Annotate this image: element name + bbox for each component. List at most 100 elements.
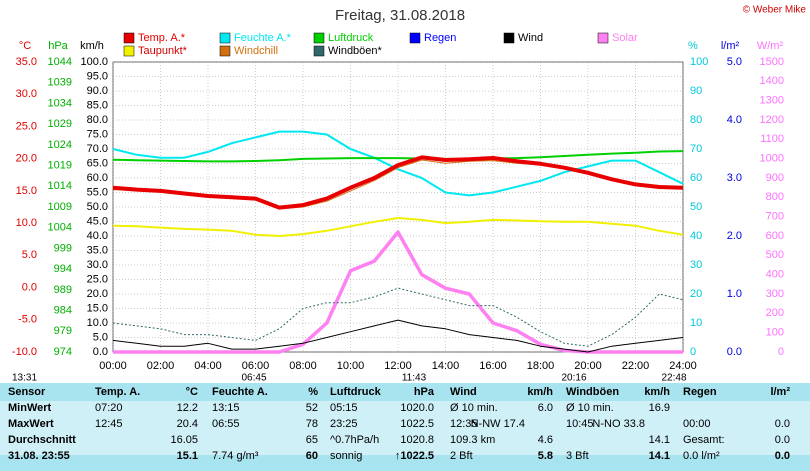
y-tick-label: 25.0 <box>16 120 37 132</box>
table-header: km/h <box>644 386 670 398</box>
y-tick-label: 35.0 <box>87 244 108 256</box>
table-cell: 16.9 <box>649 402 670 414</box>
y-tick-label: 85.0 <box>87 99 108 111</box>
legend-label: Temp. A.* <box>138 32 186 44</box>
y-tick-label: 90.0 <box>87 85 108 97</box>
table-header: Temp. A. <box>95 386 140 398</box>
legend-label: Feuchte A.* <box>234 32 292 44</box>
y-tick-label: 10 <box>690 317 702 329</box>
y-tick-label: 999 <box>54 242 72 254</box>
table-cell: 1022.5 <box>400 418 434 430</box>
legend-swatch <box>597 32 609 44</box>
table-header: Luftdruck <box>330 386 382 398</box>
y-tick-label: 20.0 <box>87 288 108 300</box>
y-tick-label: 3.0 <box>727 172 742 184</box>
series-line <box>113 230 683 354</box>
y-tick-label: 1039 <box>48 77 72 89</box>
y-tick-label: 15.0 <box>16 185 37 197</box>
y-tick-label: 1029 <box>48 118 72 130</box>
legend-label: Luftdruck <box>328 32 374 44</box>
y-tick-label: 55.0 <box>87 186 108 198</box>
legend-label: Windchill <box>234 45 278 57</box>
y-tick-label: 200 <box>766 307 784 319</box>
table-cell: 14.1 <box>649 434 670 446</box>
y-tick-label: 10.0 <box>16 217 37 229</box>
row-label: MinWert <box>8 402 52 414</box>
table-cell: ↑1022.5 <box>395 450 434 462</box>
table-cell: 0.0 <box>775 418 790 430</box>
table-header: Sensor <box>8 386 46 398</box>
y-tick-label: 800 <box>766 191 784 203</box>
y-tick-label: 700 <box>766 211 784 223</box>
table-cell: 52 <box>306 402 318 414</box>
table-header: Wind <box>450 386 477 398</box>
table-cell: 2 Bft <box>450 450 473 462</box>
table-header: % <box>308 386 318 398</box>
y-tick-label: 1019 <box>48 159 72 171</box>
table-cell: N-NW 17.4 <box>471 418 525 430</box>
y-tick-label: 5.0 <box>22 249 37 261</box>
y-tick-label: 70.0 <box>87 143 108 155</box>
x-tick-label: 08:00 <box>289 360 317 372</box>
y-tick-label: 400 <box>766 269 784 281</box>
series-line <box>112 150 684 163</box>
y-tick-label: 45.0 <box>87 215 108 227</box>
y-tick-label: 35.0 <box>16 56 37 68</box>
table-cell: 00:00 <box>683 418 711 430</box>
y-tick-label: 4.0 <box>727 114 742 126</box>
table-header: °C <box>186 386 198 398</box>
table-cell: 20.4 <box>177 418 198 430</box>
y-tick-label: 1400 <box>760 75 784 87</box>
table-cell: ^0.7hPa/h <box>330 434 379 446</box>
y-tick-label: 1024 <box>48 139 72 151</box>
y-tick-label: 20.0 <box>16 153 37 165</box>
table-cell: 23:25 <box>330 418 358 430</box>
table-header: hPa <box>414 386 435 398</box>
time-marker: 13:31 <box>12 373 37 384</box>
axis-label: °C <box>19 40 31 52</box>
time-marker: 11:43 <box>402 373 427 384</box>
y-tick-label: 50.0 <box>87 201 108 213</box>
y-tick-label: 0.0 <box>22 281 37 293</box>
series-line <box>112 287 684 347</box>
y-tick-label: 989 <box>54 284 72 296</box>
y-tick-label: 1200 <box>760 114 784 126</box>
table-cell: 60 <box>306 450 318 462</box>
time-marker: 20:16 <box>561 373 586 384</box>
y-tick-label: 30.0 <box>16 88 37 100</box>
row-label: 31.08. 23:55 <box>8 450 70 462</box>
table-cell: N-NO 33.8 <box>592 418 645 430</box>
table-cell: 15.1 <box>177 450 198 462</box>
series-line <box>112 217 684 237</box>
y-tick-label: 500 <box>766 249 784 261</box>
legend-label: Windböen* <box>328 45 383 57</box>
x-tick-label: 24:00 <box>669 360 697 372</box>
x-tick-label: 22:00 <box>622 360 650 372</box>
table-header: l/m² <box>770 386 790 398</box>
y-tick-label: 60 <box>690 172 702 184</box>
table-cell: 07:20 <box>95 402 123 414</box>
legend-swatch <box>409 32 421 44</box>
x-tick-label: 18:00 <box>527 360 555 372</box>
legend-label: Solar <box>612 32 638 44</box>
table-cell: 5.8 <box>538 450 553 462</box>
table-cell: 1020.8 <box>400 434 434 446</box>
axis-label: l/m² <box>721 40 740 52</box>
table-cell: 10:45 <box>566 418 594 430</box>
chart-title: Freitag, 31.08.2018 <box>335 7 465 24</box>
table-cell: 05:15 <box>330 402 358 414</box>
y-tick-label: 1044 <box>48 56 72 68</box>
axis-label: hPa <box>48 40 68 52</box>
x-tick-label: 16:00 <box>479 360 507 372</box>
table-cell: 7.74 g/m³ <box>212 450 259 462</box>
legend-swatch <box>503 32 515 44</box>
y-tick-label: 50 <box>690 201 702 213</box>
axis-label: km/h <box>80 40 104 52</box>
table-header-bg <box>0 383 810 401</box>
table-cell: Gesamt: <box>683 434 725 446</box>
x-tick-label: 00:00 <box>99 360 127 372</box>
table-cell: 06:55 <box>212 418 240 430</box>
y-tick-label: 1100 <box>760 133 784 145</box>
y-tick-label: 80 <box>690 114 702 126</box>
table-cell: 16.05 <box>170 434 198 446</box>
